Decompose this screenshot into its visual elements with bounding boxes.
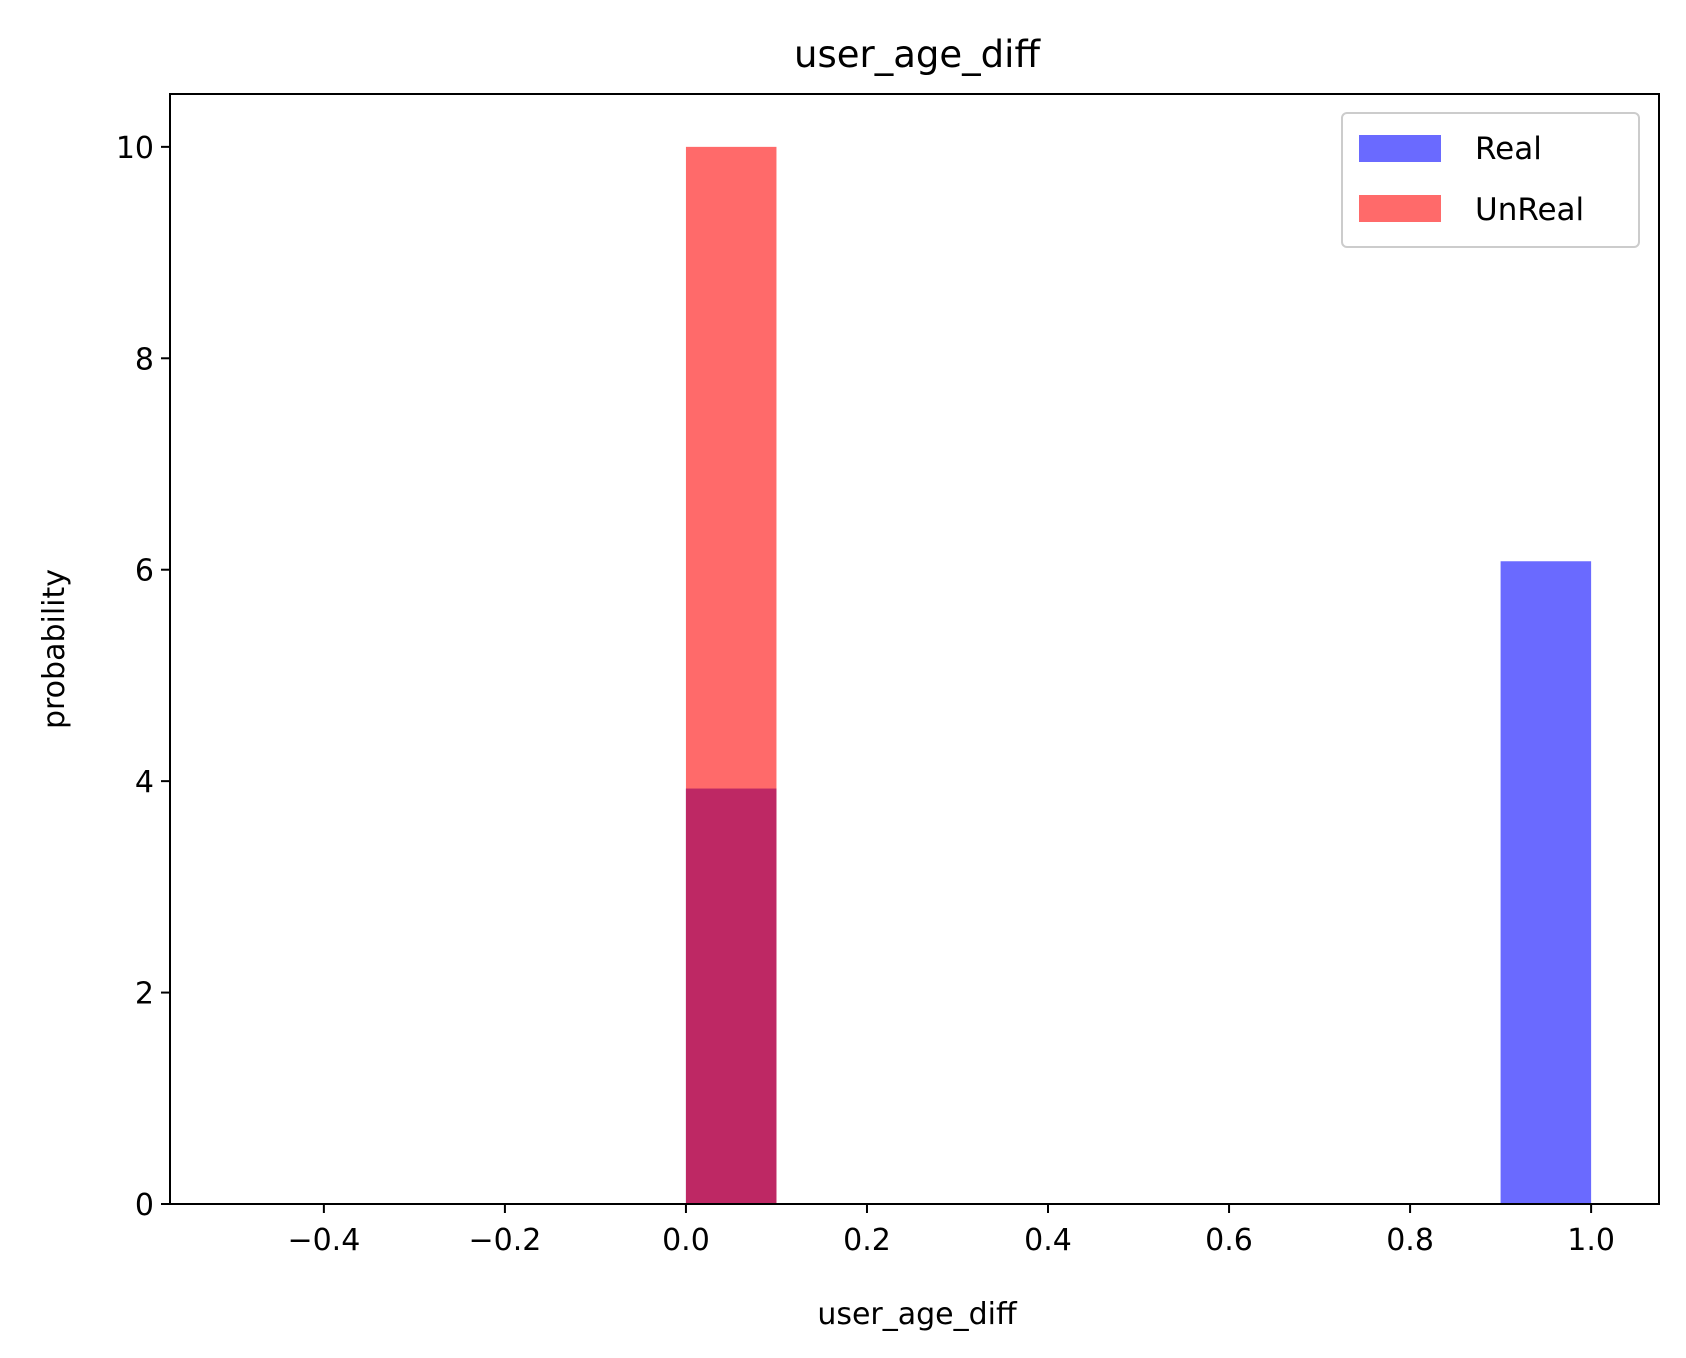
- legend: Real UnReal: [1341, 112, 1640, 248]
- legend-label-unreal: UnReal: [1475, 192, 1584, 228]
- x-tick-label: 0.8: [1386, 1223, 1434, 1258]
- bar-overlap-0-2: [685, 788, 777, 1204]
- x-tick-label: −0.2: [468, 1223, 541, 1258]
- y-axis-label: probability: [37, 569, 72, 729]
- x-tick-label: 0.2: [843, 1223, 891, 1258]
- legend-label-real: Real: [1475, 131, 1542, 167]
- x-tick-label: −0.4: [287, 1223, 360, 1258]
- x-tick-label: 1.0: [1567, 1223, 1615, 1258]
- legend-swatch-real: [1359, 135, 1441, 162]
- x-tick-label: 0.0: [662, 1223, 710, 1258]
- bars-layer: [685, 146, 1592, 1204]
- y-tick-label: 2: [135, 977, 154, 1012]
- legend-swatch-unreal: [1359, 195, 1441, 222]
- y-tick-label: 6: [135, 554, 154, 589]
- y-tick-label: 0: [135, 1188, 154, 1223]
- plot-frame: [169, 93, 1660, 1205]
- y-tick-label: 10: [116, 131, 154, 166]
- x-axis-label: user_age_diff: [817, 1297, 1018, 1332]
- bar-real-1: [1500, 561, 1592, 1204]
- x-tick-label: 0.4: [1024, 1223, 1072, 1258]
- y-tick-label: 4: [135, 765, 154, 800]
- chart-title: user_age_diff: [794, 33, 1041, 76]
- x-tick-label: 0.6: [1205, 1223, 1253, 1258]
- y-axis-ticks: 0 2 4 6 8 10: [116, 131, 170, 1223]
- x-axis-ticks: −0.4 −0.2 0.0 0.2 0.4 0.6 0.8 1.0: [287, 1204, 1615, 1258]
- y-tick-label: 8: [135, 342, 154, 377]
